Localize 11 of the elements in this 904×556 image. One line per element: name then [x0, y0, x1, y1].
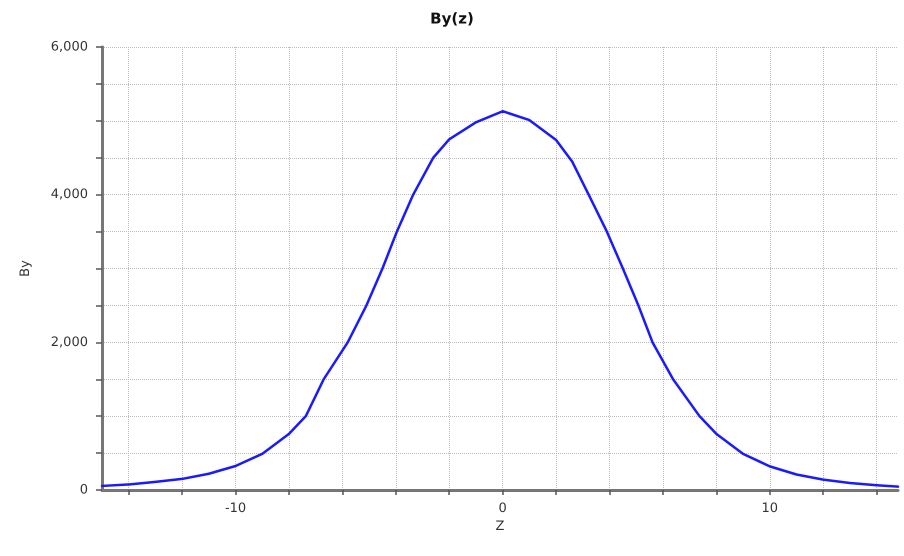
- chart-title: By(z): [430, 10, 474, 28]
- y-axis-title: By: [18, 260, 33, 277]
- x-tick-label: 10: [762, 501, 778, 516]
- x-axis-title: Z: [496, 519, 505, 534]
- x-tick-label: -10: [224, 501, 246, 516]
- y-tick-label: 6,000: [50, 40, 88, 54]
- y-tick-label: 0: [80, 482, 88, 498]
- x-tick-label: 0: [498, 501, 507, 516]
- y-tick-label: 2,000: [50, 334, 88, 350]
- y-tick-label: 4,000: [50, 187, 88, 202]
- line-series: [100, 110, 900, 488]
